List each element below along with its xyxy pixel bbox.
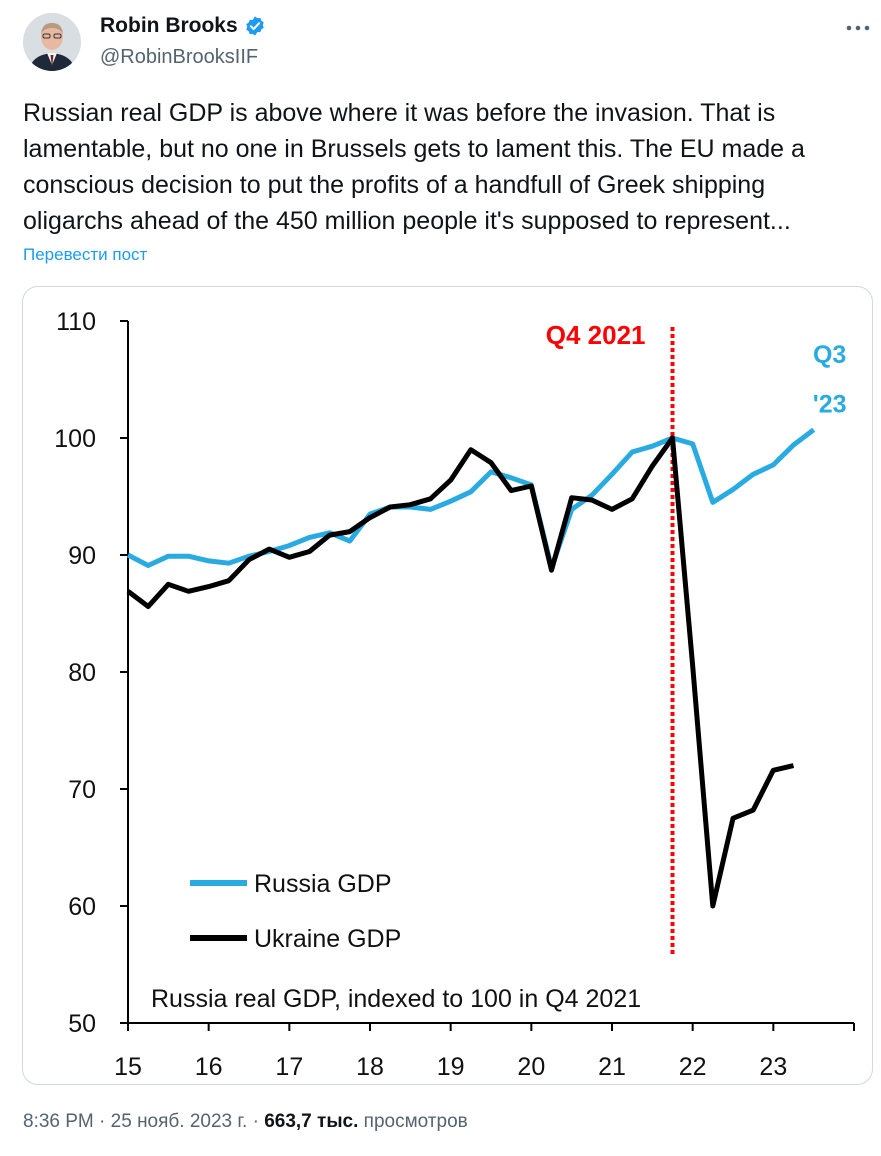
views-count: 663,7 тыс.	[264, 1111, 359, 1132]
avatar[interactable]	[23, 13, 81, 71]
y-tick-label: 90	[68, 542, 96, 570]
y-tick-labels: 50 60 70 80 90 100 110	[54, 308, 96, 1038]
meta-separator-2: ·	[252, 1111, 259, 1132]
translate-post-link[interactable]: Перевести пост	[23, 245, 148, 264]
chart-axes	[120, 320, 855, 1031]
tweet-meta: 8:36 PM · 25 нояб. 2023 г. · 663,7 тыс. …	[23, 1111, 468, 1133]
x-tick-label: 23	[759, 1053, 787, 1081]
tweet-date[interactable]: 25 нояб. 2023 г.	[110, 1111, 248, 1132]
tweet-text: Russian real GDP is above where it was b…	[23, 99, 805, 235]
x-tick-labels: 15 16 17 18 19 20 21 22 23	[114, 1053, 787, 1081]
author-name[interactable]: Robin Brooks	[100, 14, 238, 37]
end-label-year: '23	[813, 390, 847, 418]
chart-legend: Russia GDP Ukraine GDP	[190, 870, 401, 953]
chart-image[interactable]: 50 60 70 80 90 100 110 15 16 17 18 19 20 21 22 23 Q4 2…	[22, 286, 873, 1085]
y-tick-label: 60	[68, 893, 96, 921]
x-tick-label: 18	[356, 1053, 384, 1081]
author-name-row: Robin Brooks	[100, 14, 266, 38]
gdp-chart: 50 60 70 80 90 100 110 15 16 17 18 19 20 21 22 23 Q4 2…	[54, 308, 855, 1081]
x-tick-label: 21	[598, 1053, 626, 1081]
ukraine-gdp-line	[126, 435, 795, 909]
x-tick-label: 16	[195, 1053, 223, 1081]
legend-ukraine-label: Ukraine GDP	[254, 925, 401, 953]
more-dots-icon[interactable]	[843, 16, 873, 40]
meta-separator: ·	[99, 1111, 106, 1132]
y-tick-label: 100	[54, 425, 96, 453]
x-tick-label: 19	[437, 1053, 465, 1081]
russia-gdp-line	[126, 427, 816, 571]
y-tick-label: 70	[68, 776, 96, 804]
author-handle[interactable]: @RobinBrooksIIF	[100, 46, 259, 68]
views-label: просмотров	[363, 1111, 468, 1132]
end-label-q3: Q3	[813, 341, 846, 369]
marker-label: Q4 2021	[546, 320, 646, 350]
y-tick-label: 50	[68, 1010, 96, 1038]
avatar-portrait	[23, 13, 81, 71]
tweet-time[interactable]: 8:36 PM	[23, 1111, 94, 1132]
y-tick-label: 80	[68, 659, 96, 687]
chart-title: Russia real GDP, indexed to 100 in Q4 20…	[151, 985, 641, 1013]
x-tick-label: 22	[679, 1053, 707, 1081]
verified-badge-icon[interactable]	[244, 15, 266, 37]
x-tick-label: 17	[275, 1053, 303, 1081]
x-tick-label: 15	[114, 1053, 142, 1081]
y-tick-label: 110	[56, 308, 96, 336]
x-tick-label: 20	[517, 1053, 545, 1081]
legend-russia-label: Russia GDP	[254, 870, 392, 898]
